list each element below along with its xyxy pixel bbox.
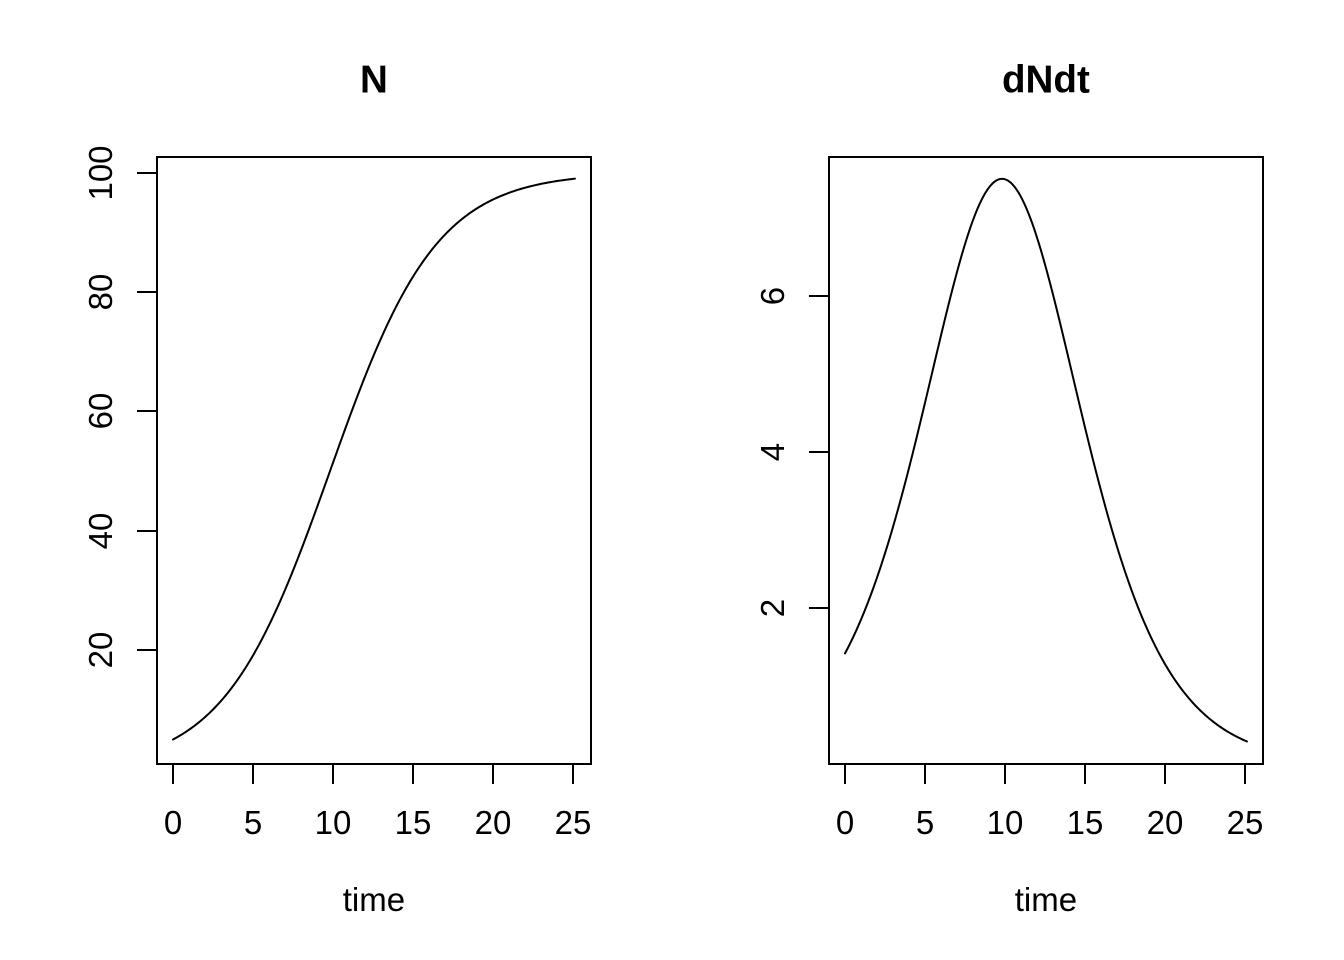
svg-text:20: 20 xyxy=(475,804,512,841)
svg-text:5: 5 xyxy=(244,804,262,841)
svg-text:80: 80 xyxy=(82,274,119,311)
svg-text:15: 15 xyxy=(395,804,432,841)
svg-text:2: 2 xyxy=(754,599,791,617)
svg-text:0: 0 xyxy=(836,804,854,841)
svg-text:20: 20 xyxy=(1147,804,1184,841)
svg-text:5: 5 xyxy=(916,804,934,841)
svg-text:25: 25 xyxy=(1227,804,1264,841)
svg-text:100: 100 xyxy=(82,145,119,200)
svg-text:60: 60 xyxy=(82,393,119,430)
svg-text:6: 6 xyxy=(754,287,791,305)
svg-text:15: 15 xyxy=(1067,804,1104,841)
svg-text:4: 4 xyxy=(754,443,791,461)
svg-text:time: time xyxy=(1015,881,1077,918)
svg-text:N: N xyxy=(360,59,388,102)
svg-text:0: 0 xyxy=(164,804,182,841)
svg-text:40: 40 xyxy=(82,513,119,550)
svg-text:25: 25 xyxy=(555,804,592,841)
svg-text:dNdt: dNdt xyxy=(1002,59,1090,102)
svg-text:10: 10 xyxy=(987,804,1024,841)
svg-text:time: time xyxy=(343,881,405,918)
svg-text:10: 10 xyxy=(315,804,352,841)
svg-text:20: 20 xyxy=(82,632,119,669)
